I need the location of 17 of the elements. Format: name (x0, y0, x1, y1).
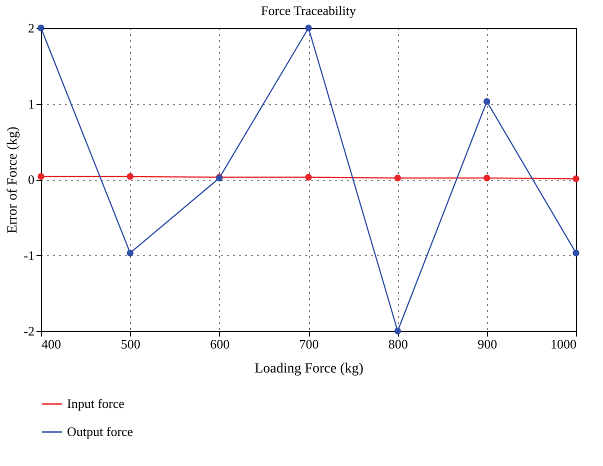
x-tick-label: 500 (120, 336, 140, 352)
legend-label: Input force (67, 396, 125, 411)
x-tick-label: 800 (388, 336, 408, 352)
y-tick-label: -1 (24, 248, 34, 263)
y-tick-label: 0 (28, 172, 34, 187)
y-axis-title: Error of Force (kg) (6, 126, 21, 234)
x-tick-label: 1000 (550, 336, 576, 352)
y-tick-label: -2 (24, 324, 34, 338)
x-tick-label: 400 (42, 336, 61, 352)
x-tick-label: 900 (478, 336, 498, 352)
chart-title: Force Traceability (261, 3, 356, 18)
x-tick-label: 600 (210, 336, 230, 352)
legend-label: Output force (67, 424, 134, 439)
y-tick-label: 2 (28, 20, 34, 36)
x-tick-label: 700 (299, 336, 319, 352)
x-axis-title: Loading Force (kg) (254, 362, 364, 376)
y-tick-label: 1 (28, 96, 34, 112)
